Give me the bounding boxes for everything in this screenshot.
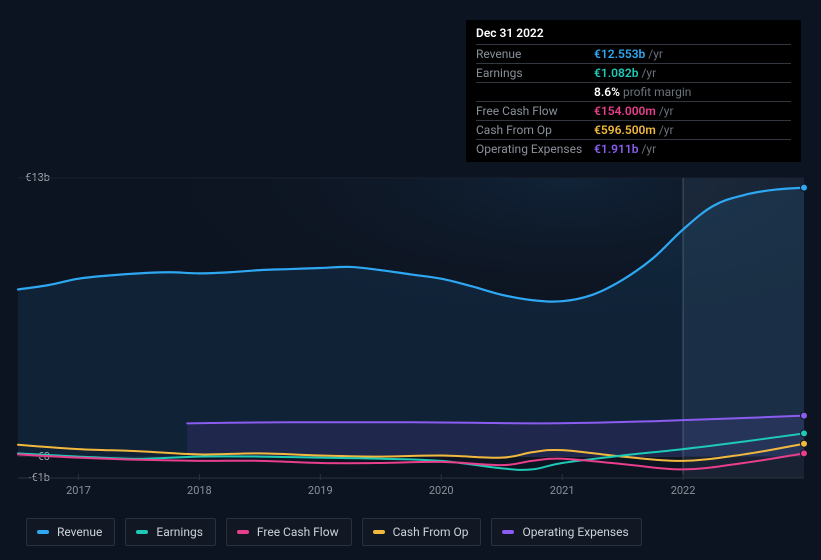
legend-swatch bbox=[37, 530, 49, 534]
legend-swatch bbox=[502, 530, 514, 534]
legend-item[interactable]: Operating Expenses bbox=[491, 518, 641, 546]
chart-tooltip: Dec 31 2022 Revenue€12.553b/yrEarnings€1… bbox=[466, 20, 801, 162]
legend-item[interactable]: Cash From Op bbox=[362, 518, 482, 546]
chart-container: Dec 31 2022 Revenue€12.553b/yrEarnings€1… bbox=[0, 0, 821, 560]
tooltip-row: Cash From Op€596.500m/yr bbox=[476, 121, 791, 140]
legend-swatch bbox=[373, 530, 385, 534]
legend-label: Revenue bbox=[57, 525, 102, 539]
tooltip-row-value: €154.000m/yr bbox=[594, 104, 674, 118]
tooltip-row-label: Cash From Op bbox=[476, 123, 594, 137]
tooltip-row-unit: /yr bbox=[641, 66, 656, 80]
tooltip-row-unit: /yr bbox=[648, 47, 663, 61]
tooltip-row: Operating Expenses€1.911b/yr bbox=[476, 140, 791, 158]
x-axis-label: 2019 bbox=[308, 484, 333, 497]
legend-label: Cash From Op bbox=[393, 525, 469, 539]
x-axis-label: 2022 bbox=[671, 484, 696, 497]
x-axis-label: 2021 bbox=[550, 484, 575, 497]
x-axis-label: 2017 bbox=[66, 484, 91, 497]
legend-label: Free Cash Flow bbox=[257, 525, 339, 539]
chart-legend: Revenue Earnings Free Cash Flow Cash From O… bbox=[26, 518, 642, 546]
tooltip-row: Free Cash Flow€154.000m/yr bbox=[476, 102, 791, 121]
x-axis-label: 2018 bbox=[187, 484, 212, 497]
legend-swatch bbox=[237, 530, 249, 534]
tooltip-row: Revenue€12.553b/yr bbox=[476, 45, 791, 64]
tooltip-row-label: Earnings bbox=[476, 66, 594, 80]
tooltip-row-label: Operating Expenses bbox=[476, 142, 594, 156]
tooltip-row: Earnings€1.082b/yr bbox=[476, 64, 791, 83]
tooltip-row-unit: /yr bbox=[659, 104, 674, 118]
tooltip-row-label: Free Cash Flow bbox=[476, 104, 594, 118]
legend-swatch bbox=[136, 530, 148, 534]
tooltip-date: Dec 31 2022 bbox=[476, 26, 791, 45]
tooltip-row-unit: /yr bbox=[659, 123, 674, 137]
tooltip-row-value: €1.911b/yr bbox=[594, 142, 656, 156]
tooltip-row-value: €596.500m/yr bbox=[594, 123, 674, 137]
legend-label: Earnings bbox=[156, 525, 203, 539]
legend-item[interactable]: Earnings bbox=[125, 518, 216, 546]
tooltip-row: 8.6%profit margin bbox=[476, 83, 791, 102]
legend-item[interactable]: Revenue bbox=[26, 518, 115, 546]
line-chart[interactable] bbox=[18, 178, 804, 478]
legend-label: Operating Expenses bbox=[522, 525, 628, 539]
tooltip-row-label: Revenue bbox=[476, 47, 594, 61]
tooltip-row-value: €1.082b/yr bbox=[594, 66, 656, 80]
tooltip-row-unit: profit margin bbox=[623, 85, 691, 99]
tooltip-row-unit: /yr bbox=[641, 142, 656, 156]
x-axis: 2017 2018 2019 2020 2021 2022 bbox=[18, 484, 804, 500]
x-axis-label: 2020 bbox=[429, 484, 454, 497]
legend-item[interactable]: Free Cash Flow bbox=[226, 518, 352, 546]
tooltip-row-value: €12.553b/yr bbox=[594, 47, 663, 61]
tooltip-row-value: 8.6%profit margin bbox=[594, 85, 691, 99]
